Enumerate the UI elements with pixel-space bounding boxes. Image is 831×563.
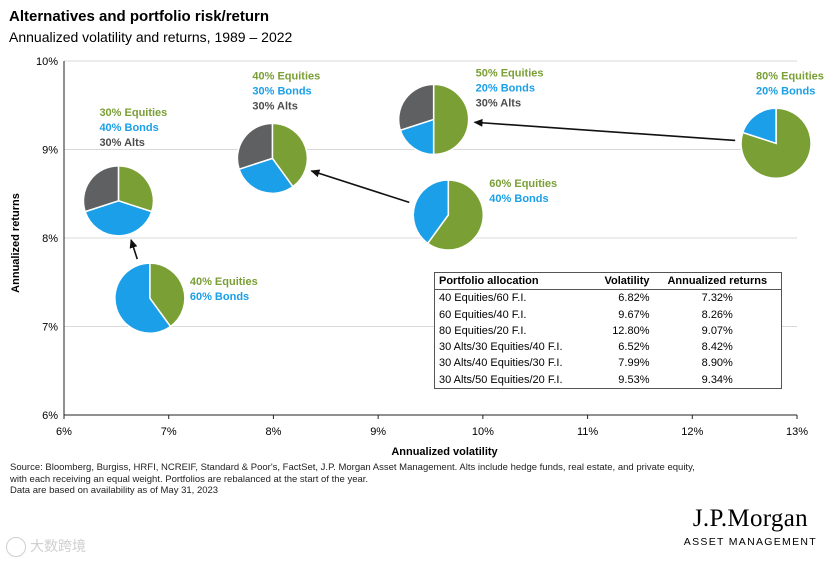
table-cell-volatility: 6.82%: [618, 292, 650, 305]
table-cell-volatility: 9.67%: [618, 308, 650, 321]
pie-p4060: [114, 262, 186, 334]
pie-slice-equities: [149, 262, 186, 328]
table-cell-volatility: 9.53%: [618, 373, 650, 386]
table-row: 60 Equities/40 F.I. 9.67% 8.26%: [435, 307, 782, 323]
table-row: 80 Equities/20 F.I. 12.80% 9.07%: [435, 323, 782, 339]
pie-slice-equities: [271, 122, 309, 188]
table-row: 30 Alts/50 Equities/20 F.I. 9.53% 9.34%: [435, 372, 782, 389]
watermark-text: 大数跨境: [30, 538, 86, 554]
pie-label: 40% Equities: [190, 276, 258, 288]
pie-slice-alts: [236, 122, 274, 171]
chart-subtitle: Annualized volatility and returns, 1989 …: [9, 29, 293, 45]
data-availability-note: Data are based on availability as of May…: [10, 485, 219, 496]
pie-label: 60% Equities: [489, 178, 557, 190]
pie-markers: [82, 83, 812, 334]
chart-title: Alternatives and portfolio risk/return: [9, 8, 270, 25]
summary-table: Portfolio allocation Volatility Annualiz…: [434, 272, 782, 390]
pie-slice-equities: [432, 83, 470, 156]
pie-slice-bonds: [412, 179, 450, 245]
table-cell-returns: 8.26%: [701, 308, 733, 321]
x-tick-label: 7%: [161, 426, 177, 438]
pie-slice-equities: [740, 107, 812, 179]
table-header-allocation: Portfolio allocation: [434, 272, 591, 291]
pie-label: 30% Alts: [476, 97, 521, 109]
y-tick-label: 10%: [36, 56, 58, 68]
table-cell-returns: 9.07%: [701, 324, 733, 337]
pie-slice-bonds: [84, 200, 153, 237]
table-cell-volatility: 12.80%: [612, 324, 650, 337]
watermark: 大数跨境: [6, 536, 86, 558]
pie-label: 30% Equities: [99, 107, 167, 119]
pie-label: 80% Equities: [756, 70, 824, 82]
y-axis-title: Annualized returns: [10, 193, 22, 293]
table-cell-returns: 7.32%: [701, 292, 733, 305]
pie-p8020: [740, 107, 812, 179]
pie-slice-bonds: [238, 157, 295, 195]
table-cell-volatility: 7.99%: [618, 357, 650, 370]
pie-slice-alts: [397, 83, 435, 132]
y-tick-label: 9%: [42, 145, 58, 157]
table-header-row: Portfolio allocation Volatility Annualiz…: [434, 272, 782, 291]
pie-label: 30% Bonds: [252, 85, 311, 97]
x-tick-label: 9%: [370, 426, 386, 438]
x-tick-label: 6%: [56, 426, 72, 438]
logo-subtitle: ASSET MANAGEMENT: [683, 536, 817, 548]
pie-p305020: [397, 83, 470, 156]
table-cell-allocation: 30 Alts/30 Equities/40 F.I.: [439, 341, 563, 354]
x-tick-label: 8%: [265, 426, 281, 438]
pie-p303040: [82, 165, 155, 237]
y-tick-label: 6%: [42, 410, 58, 422]
logo-name: J.P.Morgan: [692, 505, 808, 532]
pie-label: 40% Bonds: [99, 122, 158, 134]
pie-p6040: [412, 179, 485, 251]
arrow-p4060: [129, 238, 139, 260]
table-header-returns: Annualized returns: [653, 272, 782, 291]
table-row: 40 Equities/60 F.I. 6.82% 7.32%: [435, 290, 782, 307]
pie-label: 40% Equities: [252, 70, 320, 82]
table-cell-volatility: 6.52%: [618, 341, 650, 354]
chart-area: 6% 7% 8% 9% 10% 6% 7% 8% 9% 10% 11% 12% 13% Annualize…: [10, 56, 824, 458]
y-tick-label: 7%: [42, 322, 58, 334]
pie-slice-equities: [117, 165, 155, 213]
pie-label: 30% Alts: [99, 137, 144, 149]
y-tick-label: 8%: [42, 233, 58, 245]
pie-slice-alts: [82, 165, 120, 213]
table-row: 30 Alts/30 Equities/40 F.I. 6.52% 8.42%: [435, 339, 782, 355]
pie-slice-equities: [426, 179, 485, 251]
pie-label: 60% Bonds: [190, 291, 249, 303]
x-tick-label: 11%: [577, 426, 598, 438]
arrow-p6040: [310, 169, 410, 204]
watermark-icon: [6, 537, 26, 558]
pie-label: 50% Equities: [476, 67, 544, 79]
pie-label: 20% Bonds: [476, 82, 535, 94]
pie-slice-bonds: [741, 107, 777, 145]
pie-label: 40% Bonds: [489, 193, 548, 205]
table-cell-allocation: 60 Equities/40 F.I.: [439, 308, 527, 321]
x-tick-label: 10%: [472, 426, 494, 438]
x-tick-label: 13%: [786, 426, 808, 438]
table-cell-allocation: 40 Equities/60 F.I.: [439, 292, 527, 305]
pie-label: 20% Bonds: [756, 85, 815, 97]
pie-slice-bonds: [114, 262, 172, 334]
table-cell-allocation: 80 Equities/20 F.I.: [439, 324, 527, 337]
pie-label: 30% Alts: [252, 100, 297, 112]
table-cell-allocation: 30 Alts/40 Equities/30 F.I.: [439, 357, 563, 370]
arrow-p8020: [473, 118, 736, 142]
table-cell-returns: 9.34%: [701, 373, 733, 386]
table-cell-allocation: 30 Alts/50 Equities/20 F.I.: [439, 373, 563, 386]
axes: 6% 7% 8% 9% 10% 6% 7% 8% 9% 10% 11% 12% 13% Annualize…: [10, 56, 808, 458]
table-cell-returns: 8.42%: [701, 341, 733, 354]
source-text: Source: Bloomberg, Burgiss, HRFI, NCREIF…: [10, 462, 695, 485]
source-note: Source: Bloomberg, Burgiss, HRFI, NCREIF…: [10, 462, 710, 497]
table-row: 30 Alts/40 Equities/30 F.I. 7.99% 8.90%: [435, 355, 782, 371]
table-header-volatility: Volatility: [590, 272, 654, 291]
pie-labels: 40% Equities 60% Bonds 60% Equities 40% Bon…: [99, 67, 823, 303]
jpmorgan-logo: J.P.Morgan ASSET MANAGEMENT: [683, 505, 817, 549]
table-cell-returns: 8.90%: [701, 357, 733, 370]
x-axis-title: Annualized volatility: [391, 446, 498, 458]
pie-p304030: [236, 122, 309, 195]
x-tick-label: 12%: [681, 426, 703, 438]
arrows: [129, 118, 736, 260]
